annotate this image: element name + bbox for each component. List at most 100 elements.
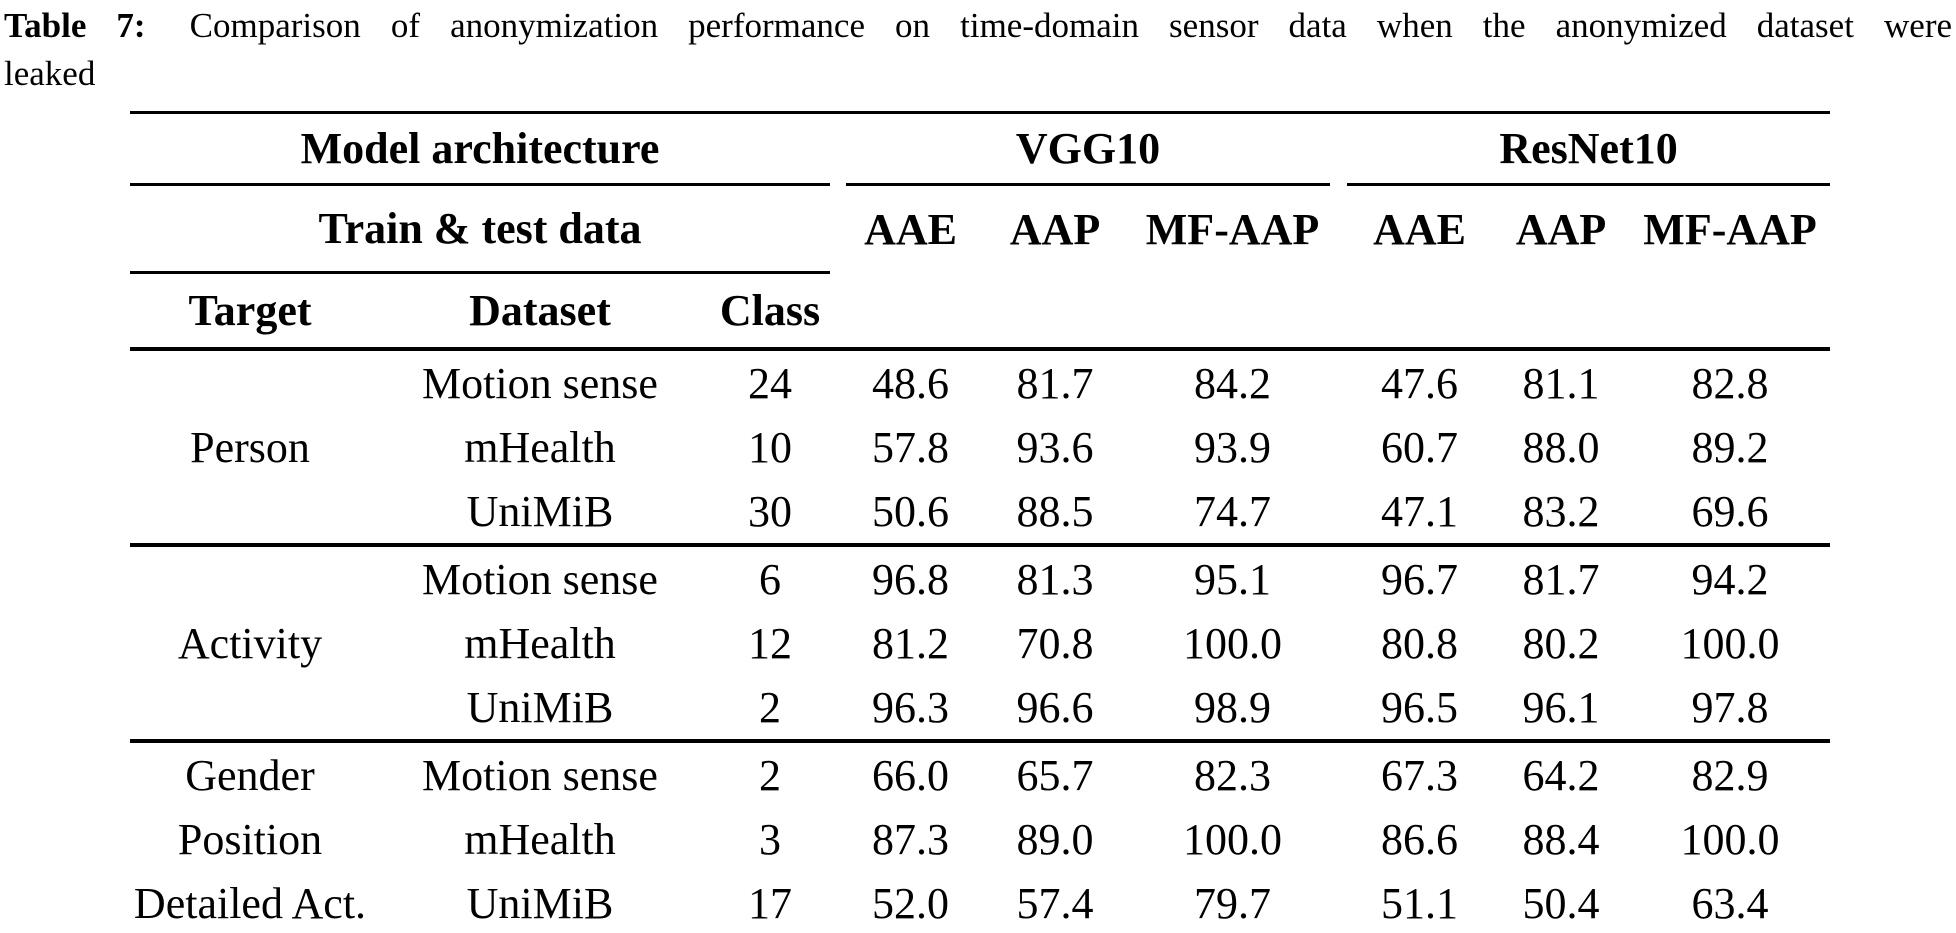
value-cell: 51.1 [1347,871,1493,933]
value-cell: 87.3 [872,814,950,864]
value-cell: 89.0 [1016,814,1094,864]
value-cell: 80.8 [1381,618,1459,668]
value-cell: 100.0 [1183,814,1283,864]
class-cell: 2 [710,675,831,743]
column-gap [1330,185,1347,273]
dataset-cell: Motion sense [422,554,658,604]
value-cell: 64.2 [1522,750,1600,800]
table-caption: Table 7: Comparison of anonymization per… [4,2,1952,98]
header-resnet-mf-aap: MF-AAP [1643,204,1817,254]
dataset-cell: UniMiB [370,479,710,547]
target-cell: Activity [177,618,323,668]
caption-text: Comparison of anonymization performance … [189,6,1953,45]
table-row: Gender Motion sense 2 66.0 65.7 82.3 67.… [130,741,1830,807]
header-row-metrics: Train & test data AAE AAP MF-AAP AAE AAP… [130,184,1830,274]
header-resnet-aap: AAP [1515,204,1607,254]
value-cell: 79.7 [1135,871,1331,933]
value-cell: 88.5 [975,479,1136,547]
value-cell: 81.2 [872,618,950,668]
value-cell: 57.8 [872,422,950,472]
value-cell: 84.2 [1194,358,1272,408]
table-row: Motion sense 24 48.6 81.7 84.2 47.6 81.1… [130,349,1830,415]
caption-line-1: Table 7: Comparison of anonymization per… [4,2,1952,50]
column-gap [1330,111,1348,185]
target-cell: Gender [185,750,315,800]
value-cell: 88.4 [1522,814,1600,864]
class-cell: 2 [759,750,782,800]
dataset-cell: Motion sense [422,750,658,800]
value-cell: 47.6 [1381,358,1459,408]
value-cell: 94.2 [1691,554,1769,604]
value-cell: 96.5 [1347,675,1493,743]
value-cell: 52.0 [846,871,976,933]
dataset-cell: mHealth [464,618,616,668]
target-cell: Person [190,422,310,472]
target-cell [130,545,370,611]
class-cell: 17 [710,871,831,933]
value-cell: 69.6 [1630,479,1831,547]
column-gap [830,272,847,351]
header-row-groups: Model architecture VGG10 ResNet10 [130,111,1831,186]
header-model-architecture: Model architecture [130,111,831,186]
value-cell: 89.2 [1691,422,1769,472]
value-cell: 96.6 [975,675,1136,743]
caption-line-2: leaked [4,54,96,93]
value-cell: 88.0 [1522,422,1600,472]
caption-label: Table 7: [4,6,146,45]
value-cell: 57.4 [975,871,1136,933]
value-cell: 100.0 [1680,618,1780,668]
value-cell: 83.2 [1492,479,1631,547]
value-cell: 82.3 [1194,750,1272,800]
dataset-cell: UniMiB [370,871,710,933]
value-cell: 82.8 [1691,358,1769,408]
dataset-cell: UniMiB [370,675,710,743]
value-cell: 80.2 [1522,618,1600,668]
value-cell: 70.8 [1016,618,1094,668]
value-cell: 66.0 [872,750,950,800]
value-cell: 96.3 [846,675,976,743]
value-cell: 98.9 [1135,675,1331,743]
value-cell: 50.4 [1492,871,1631,933]
dataset-cell: mHealth [464,422,616,472]
class-cell: 10 [748,422,793,472]
value-cell: 81.1 [1522,358,1600,408]
column-gap [830,111,847,185]
table-row: UniMiB 2 96.3 96.6 98.9 96.5 96.1 97.8 [130,675,1831,743]
value-cell: 97.8 [1630,675,1831,743]
table-row: UniMiB 30 50.6 88.5 74.7 47.1 83.2 69.6 [130,479,1831,547]
value-cell: 100.0 [1680,814,1780,864]
header-resnet10: ResNet10 [1347,111,1831,186]
target-cell [130,675,370,743]
dataset-cell: mHealth [464,814,616,864]
table-row: Activity mHealth 12 81.2 70.8 100.0 80.8… [130,611,1830,675]
class-cell: 30 [710,479,831,547]
value-cell: 81.3 [1016,554,1094,604]
value-cell: 93.9 [1194,422,1272,472]
value-cell: 48.6 [872,358,950,408]
target-cell: Position [177,814,323,864]
class-cell: 3 [759,814,782,864]
header-resnet-aae: AAE [1373,204,1466,254]
header-row-columns: Target Dataset Class [130,272,1831,351]
header-vgg-aae: AAE [864,204,957,254]
value-cell: 67.3 [1381,750,1459,800]
header-vgg-aap: AAP [1009,204,1101,254]
table-row: Person mHealth 10 57.8 93.6 93.9 60.7 88… [130,415,1830,479]
header-target: Target [130,272,370,351]
value-cell: 95.1 [1194,554,1272,604]
value-cell: 81.7 [1522,554,1600,604]
value-cell: 86.6 [1381,814,1459,864]
value-cell: 60.7 [1381,422,1459,472]
value-cell: 65.7 [1016,750,1094,800]
value-cell: 96.1 [1492,675,1631,743]
class-cell: 24 [748,358,793,408]
column-gap [830,185,846,273]
header-dataset: Dataset [370,272,710,351]
class-cell: 12 [748,618,793,668]
header-train-test-data: Train & test data [130,184,831,274]
value-cell: 63.4 [1630,871,1831,933]
header-vgg-mf-aap: MF-AAP [1145,204,1320,254]
table-row: Position mHealth 3 87.3 89.0 100.0 86.6 … [130,807,1830,871]
value-cell: 100.0 [1183,618,1283,668]
value-cell: 81.7 [1016,358,1094,408]
